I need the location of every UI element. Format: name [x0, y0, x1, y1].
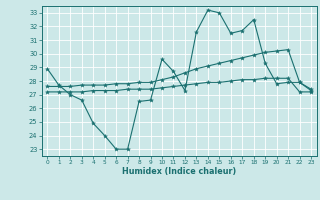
X-axis label: Humidex (Indice chaleur): Humidex (Indice chaleur) [122, 167, 236, 176]
